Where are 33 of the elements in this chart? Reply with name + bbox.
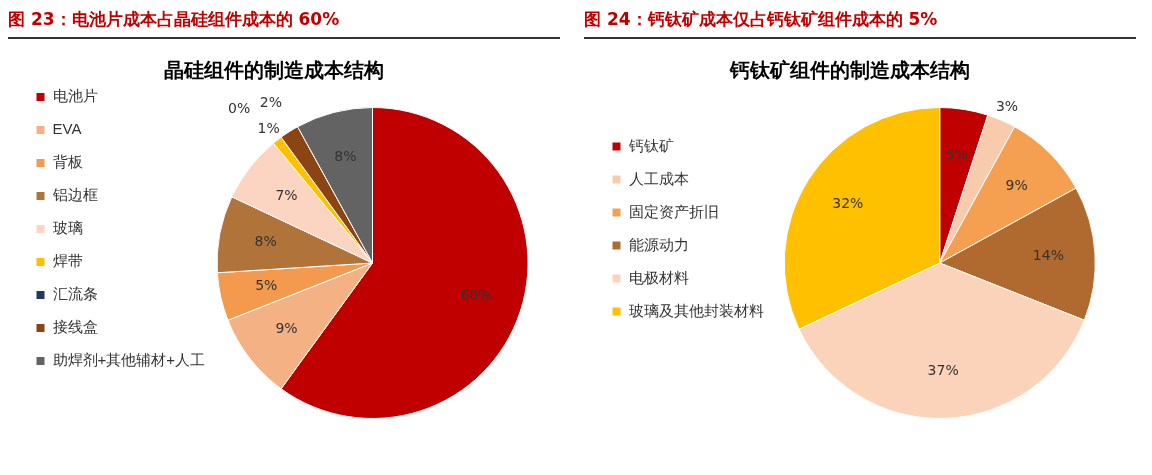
data-label: 2% [259,93,283,110]
data-label: 1% [257,119,280,136]
data-label: 32% [832,195,864,212]
legend-label: 背板 [52,153,83,171]
data-label: 8% [254,233,277,250]
chart-subtitle: 钙钛矿组件的制造成本结构 [729,58,970,81]
legend-label: 接线盒 [52,318,98,336]
legend-label: 玻璃 [52,219,83,237]
legend-label: 汇流条 [52,285,98,303]
legend-label: 电极材料 [628,268,689,286]
legend-label: 铝边框 [51,186,98,204]
text: 0% [228,100,251,117]
data-label: 7% [275,186,298,203]
legend-label: 能源动力 [628,235,689,253]
data-label: 9% [1005,176,1028,193]
legend-label: 电池片 [52,87,98,105]
data-label: 5% [945,146,968,163]
legend-label: EVA [52,120,82,138]
legend-label: 人工成本 [628,169,689,187]
data-label: 60% [460,287,492,304]
legend-label: 固定资产折旧 [628,202,719,220]
legend-label: 助焊剂+其他辅材+人工 [52,351,206,369]
data-label: 5% [255,277,278,294]
legend-label: 焊带 [52,252,83,270]
chart-subtitle: 晶硅组件的制造成本结构 [164,58,384,81]
data-label: 9% [275,320,298,337]
legend-label: 钙钛矿 [627,136,674,154]
chart-title: 图 24：钙钛矿成本仅占钙钛矿组件成本的 5% [584,4,1136,39]
data-label: 3% [995,98,1019,115]
chart-title: 图 23：电池片成本占晶硅组件成本的 60% [8,4,560,39]
legend-label: 玻璃及其他封装材料 [628,301,764,319]
data-label: 14% [1032,246,1064,263]
data-label: 37% [927,362,959,379]
